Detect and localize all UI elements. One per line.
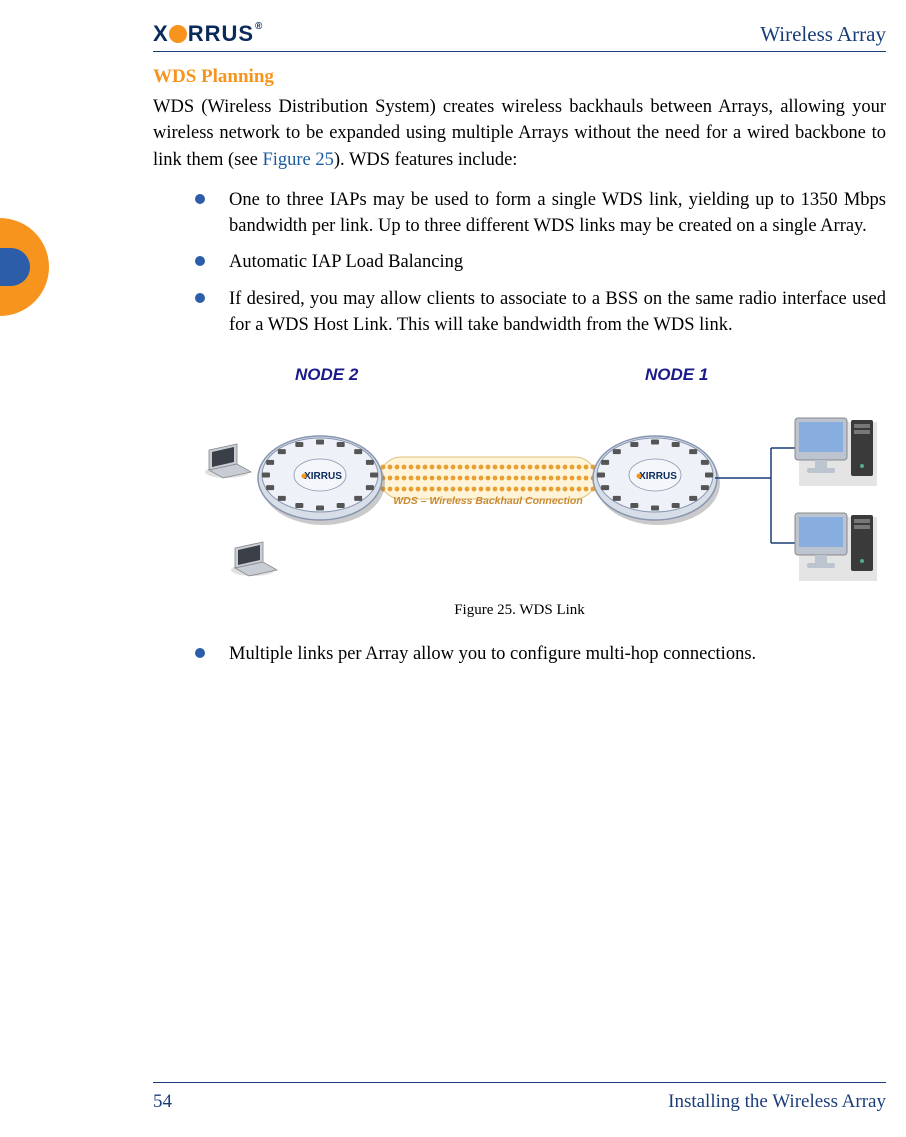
intro-after: ). WDS features include: (334, 150, 518, 170)
page-footer: 54 Installing the Wireless Array (153, 1082, 886, 1113)
page-header: X RRUS ® Wireless Array (153, 18, 886, 52)
section-heading: WDS Planning (153, 66, 886, 88)
logo-dot-icon (169, 25, 187, 43)
array-node2: XIRRUS (258, 436, 385, 525)
footer-title: Installing the Wireless Array (668, 1091, 886, 1113)
array-node1: XIRRUS (593, 436, 720, 525)
list-item: If desired, you may allow clients to ass… (195, 286, 886, 339)
svg-text:XIRRUS: XIRRUS (639, 471, 677, 482)
laptop-icon (231, 542, 277, 576)
page-number: 54 (153, 1091, 172, 1113)
figure-link[interactable]: Figure 25 (262, 150, 333, 170)
intro-paragraph: WDS (Wireless Distribution System) creat… (153, 94, 886, 173)
logo-registered: ® (255, 21, 263, 32)
svg-text:XIRRUS: XIRRUS (304, 471, 342, 482)
header-title: Wireless Array (760, 22, 886, 47)
page-content: WDS Planning WDS (Wireless Distribution … (153, 66, 886, 677)
brand-logo: X RRUS ® (153, 21, 262, 47)
desktop-pc-icon (795, 513, 877, 581)
side-tab (0, 218, 58, 316)
node1-label: NODE 1 (645, 365, 708, 384)
node2-label: NODE 2 (295, 365, 359, 384)
list-item: One to three IAPs may be used to form a … (195, 187, 886, 240)
figure-svg: NODE 2 NODE 1 WDS – Wireless Backhaul Co… (155, 358, 885, 588)
list-item: Automatic IAP Load Balancing (195, 249, 886, 275)
figure-wds-link: NODE 2 NODE 1 WDS – Wireless Backhaul Co… (155, 358, 885, 619)
logo-text-right: RRUS (188, 21, 254, 47)
bullets-top: One to three IAPs may be used to form a … (195, 187, 886, 338)
figure-caption: Figure 25. WDS Link (155, 602, 885, 619)
bullets-bottom: Multiple links per Array allow you to co… (195, 641, 886, 667)
list-item: Multiple links per Array allow you to co… (195, 641, 886, 667)
desktop-pc-icon (795, 418, 877, 486)
backhaul-label: WDS – Wireless Backhaul Connection (393, 495, 583, 507)
laptop-icon (205, 444, 251, 478)
logo-text-left: X (153, 21, 169, 47)
